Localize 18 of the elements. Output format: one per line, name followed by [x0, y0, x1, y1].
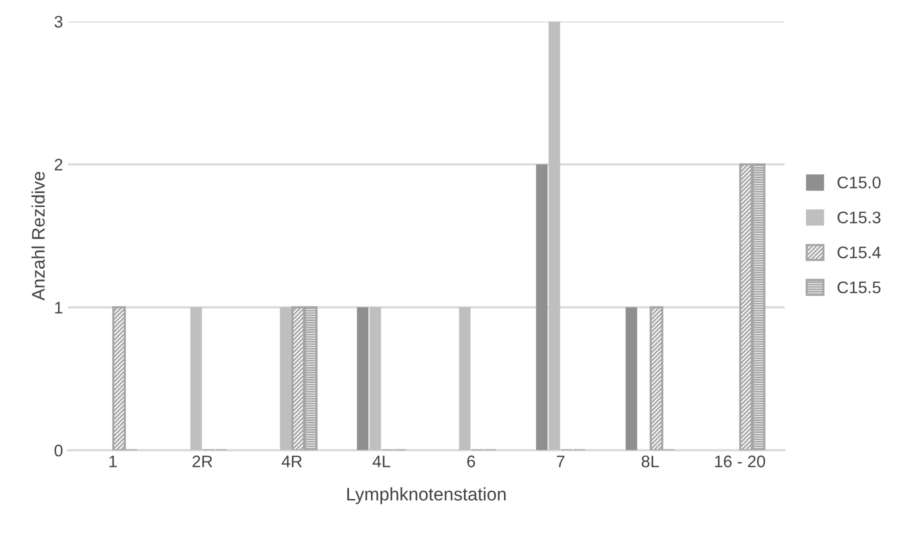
x-tick-label: 4R	[282, 456, 302, 468]
y-axis-title: Anzahl Rezidive	[32, 172, 45, 301]
legend-label: C15.4	[838, 246, 881, 258]
x-tick-label: 4L	[372, 456, 390, 468]
x-tick-label: 6	[467, 456, 475, 468]
legend-label: C15.5	[838, 281, 880, 294]
x-tick-label: 7	[556, 456, 564, 468]
x-tick-label: 16 - 20	[715, 456, 766, 468]
x-tick-label: 1	[109, 456, 117, 468]
y-tick-label: 1	[55, 302, 62, 314]
y-tick-label: 2	[54, 158, 62, 170]
y-tick-label: 0	[54, 444, 63, 456]
legend-label: C15.0	[838, 176, 881, 188]
y-tick-label: 3	[54, 16, 62, 28]
x-tick-label: 2R	[192, 456, 212, 468]
legend-label: C15.3	[838, 212, 880, 224]
x-tick-label: 8L	[642, 456, 659, 468]
x-axis-title: Lymphknotenstation	[347, 487, 506, 504]
